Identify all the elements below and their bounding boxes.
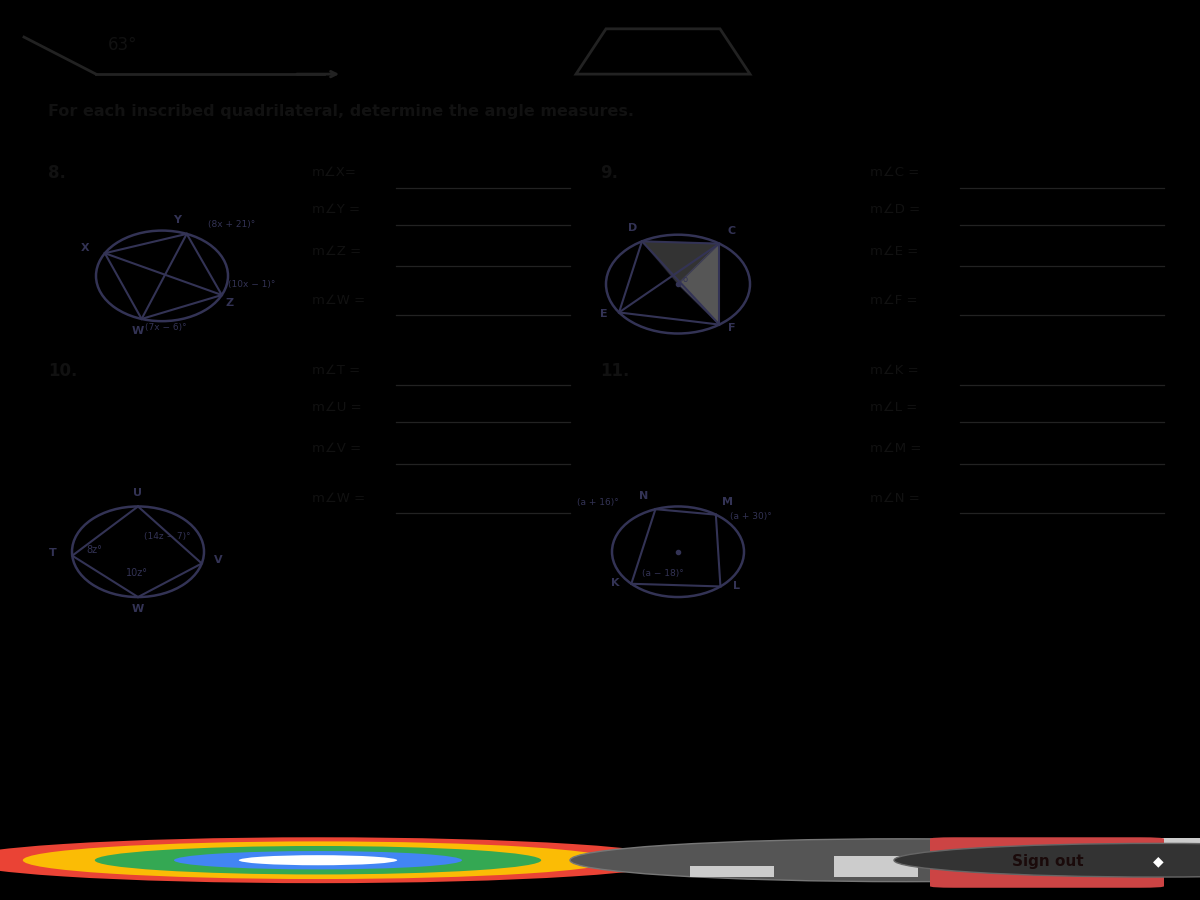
Text: m∠L =: m∠L = [870,401,917,414]
Text: (a + 30)°: (a + 30)° [731,512,772,521]
Text: (10x − 1)°: (10x − 1)° [228,280,275,289]
Text: T: T [49,548,56,558]
Text: W: W [132,326,144,336]
Text: m∠M =: m∠M = [870,442,922,455]
Text: (14z − 7)°: (14z − 7)° [144,533,191,542]
Text: Sign out: Sign out [1012,854,1084,869]
Circle shape [0,837,678,883]
FancyBboxPatch shape [930,837,1164,887]
Text: m∠C =: m∠C = [870,166,919,179]
Text: W: W [132,604,144,614]
Circle shape [23,842,613,879]
Circle shape [239,855,397,865]
Text: m∠W =: m∠W = [312,491,365,505]
Text: U: U [133,488,143,498]
Text: 10z°: 10z° [126,569,148,579]
Circle shape [894,843,1200,877]
Text: m∠T =: m∠T = [312,364,360,377]
Text: m∠N =: m∠N = [870,491,919,505]
Text: N: N [638,491,648,501]
Text: 10.: 10. [48,362,77,380]
Text: m∠Z =: m∠Z = [312,245,361,257]
Text: 8.: 8. [48,164,66,182]
Text: F: F [727,323,736,333]
Text: 63°: 63° [108,36,138,54]
Text: m∠F =: m∠F = [870,294,918,307]
Text: L: L [732,580,739,591]
Text: m∠D =: m∠D = [870,203,920,217]
Text: o: o [683,274,688,284]
Text: (a + 16)°: (a + 16)° [577,498,619,507]
Circle shape [95,846,541,875]
Text: Z: Z [226,298,234,308]
Polygon shape [642,241,719,284]
Text: (7x − 6)°: (7x − 6)° [145,323,187,332]
Polygon shape [678,244,719,325]
Text: Y: Y [173,215,181,225]
Text: m∠U =: m∠U = [312,401,361,414]
Text: K: K [612,578,620,589]
Text: E: E [600,309,607,319]
Text: m∠K =: m∠K = [870,364,919,377]
Circle shape [570,839,1200,882]
Text: V: V [214,555,222,565]
Text: m∠X=: m∠X= [312,166,356,179]
Bar [978,847,1062,877]
Text: D: D [628,223,637,233]
Text: ◆: ◆ [1153,855,1163,868]
Text: 9.: 9. [600,164,618,182]
Text: 11.: 11. [600,362,629,380]
Text: m∠E =: m∠E = [870,245,918,257]
Text: (a − 18)°: (a − 18)° [642,570,684,579]
Text: 8z°: 8z° [86,545,102,555]
Bar [1122,838,1200,877]
Text: For each inscribed quadrilateral, determine the angle measures.: For each inscribed quadrilateral, determ… [48,104,634,119]
Text: C: C [727,226,736,236]
Text: m∠V =: m∠V = [312,442,361,455]
Text: m∠Y =: m∠Y = [312,203,360,217]
Text: X: X [80,243,89,253]
Bar [834,857,918,877]
Circle shape [174,851,462,869]
Text: m∠W =: m∠W = [312,294,365,307]
Text: M: M [722,497,733,507]
Text: (8x + 21)°: (8x + 21)° [209,220,256,230]
Bar [690,866,774,877]
